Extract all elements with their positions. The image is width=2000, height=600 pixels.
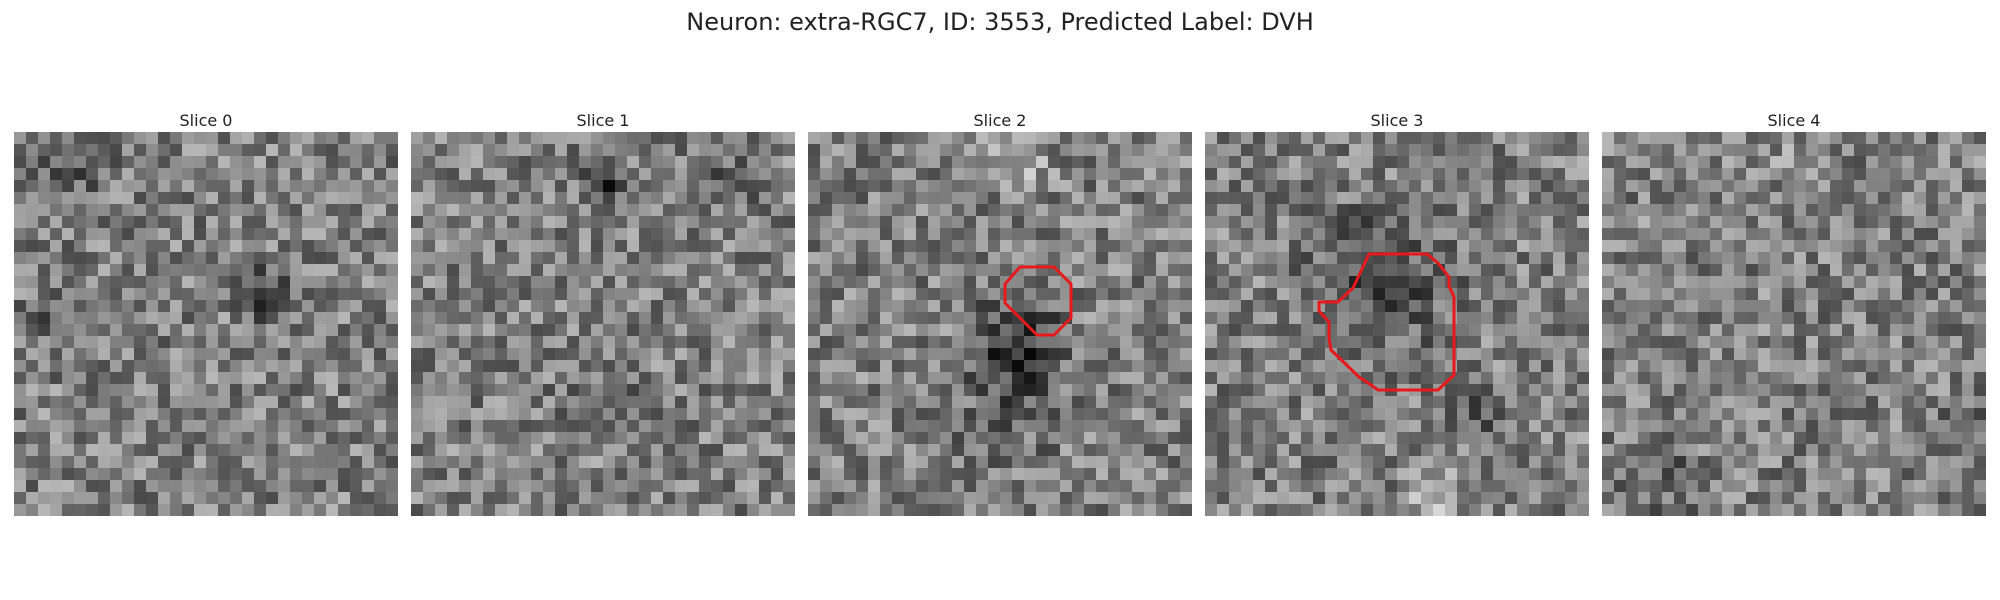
slice-image xyxy=(14,132,398,516)
roi-outline xyxy=(1317,252,1456,392)
slice-panel-1: Slice 1 xyxy=(411,110,795,516)
slice-panel-3: Slice 3 xyxy=(1205,110,1589,516)
slice-panel-0: Slice 0 xyxy=(14,110,398,516)
slice-title: Slice 4 xyxy=(1767,111,1821,130)
slice-title: Slice 1 xyxy=(576,111,630,130)
slice-image xyxy=(1205,132,1589,516)
roi-outline xyxy=(1003,265,1073,337)
slice-title: Slice 3 xyxy=(1370,111,1424,130)
figure-title: Neuron: extra-RGC7, ID: 3553, Predicted … xyxy=(686,8,1314,36)
slice-image xyxy=(411,132,795,516)
slice-panel-2: Slice 2 xyxy=(808,110,1192,516)
slice-title: Slice 0 xyxy=(179,111,233,130)
slice-panel-4: Slice 4 xyxy=(1602,110,1986,516)
slice-image xyxy=(1602,132,1986,516)
slice-title: Slice 2 xyxy=(973,111,1027,130)
slice-image xyxy=(808,132,1192,516)
